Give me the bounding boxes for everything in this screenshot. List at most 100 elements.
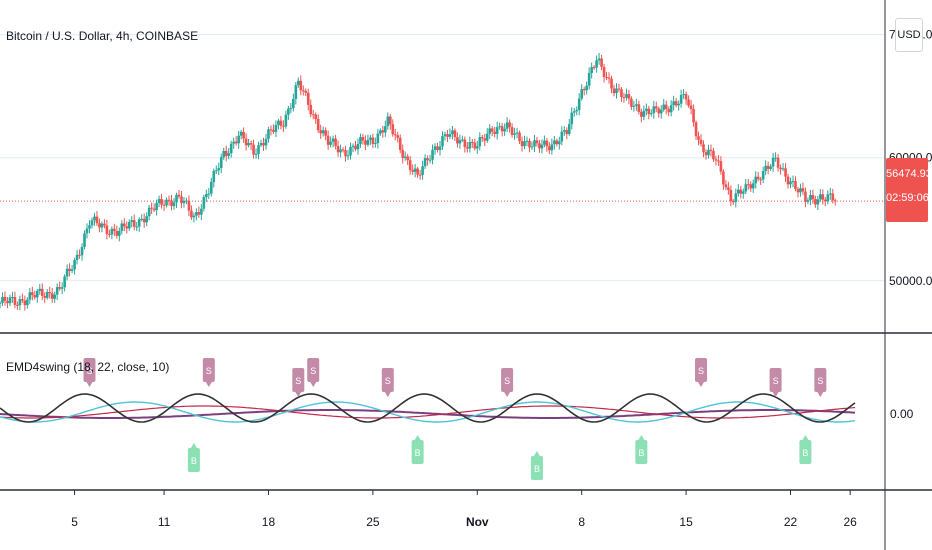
candle-body [93,216,96,221]
candle-body [702,144,705,153]
candle-body [732,201,735,203]
candle-body [630,98,633,107]
candle-body [364,140,367,145]
candle-body [503,128,506,132]
candle-body [142,218,146,223]
candle-body [485,133,489,141]
candle-body [100,223,104,228]
candle-body [351,145,355,147]
candle-body [50,293,54,299]
candles [0,53,837,311]
candle-body [562,130,566,132]
candle-body [615,88,618,94]
candle-body [272,129,275,132]
candle-body [214,170,218,172]
candle-body [697,136,700,140]
candle-body [55,287,59,295]
candle-body [344,150,347,157]
candle-body [388,116,392,125]
candle-body [737,189,740,194]
candle-body [219,157,223,169]
candle-body [652,106,656,114]
candle-body [518,132,521,142]
candle-body [242,131,245,139]
candle-body [21,299,24,301]
candle-body [779,167,782,170]
candle-body [209,181,213,194]
candle-body [43,296,47,298]
sell-marker-pointer [698,382,705,387]
candle-body [677,103,680,106]
candle-body [294,85,298,99]
candle-body [607,77,611,79]
buy-marker [799,440,812,464]
sell-marker-label: S [295,376,301,386]
sell-marker [307,358,320,382]
candle-body [515,132,519,134]
candle-body [448,134,452,137]
candle-body [319,130,322,134]
candle-body [60,287,64,289]
candle-body [282,125,285,127]
candle-body [35,290,39,298]
candle-body [38,288,42,291]
candle-body [175,194,178,203]
candle-body [637,104,641,112]
candle-body [473,142,477,149]
candle-body [729,189,733,202]
candle-body [416,168,419,175]
candle-body [334,138,337,146]
candle-body [376,133,380,144]
candle-body [75,254,79,261]
time-tick-label: 5 [71,515,78,529]
candle-body [289,108,293,110]
currency-button[interactable]: USD [895,18,923,52]
candle-body [232,141,235,144]
candle-body [207,193,211,195]
candle-body [197,212,201,215]
candle-body [118,230,121,236]
sell-marker-label: S [504,376,510,386]
candle-body [1,296,4,303]
candle-body [461,139,464,141]
candle-body [140,218,143,220]
candle-body [756,176,760,180]
candle-body [306,92,310,105]
candle-body [304,90,308,93]
candle-body [600,58,603,67]
candle-body [297,80,300,86]
indicator-line-purple [0,409,856,419]
candle-body [510,127,514,135]
candle-body [28,292,32,300]
candle-body [135,226,139,228]
sell-marker-pointer [772,392,779,397]
candle-body [426,158,429,161]
candle-body [642,110,646,117]
candle-body [68,268,71,271]
candle-body [704,152,708,156]
candle-body [398,137,402,150]
candle-body [384,126,387,133]
candle-body [789,181,792,185]
time-tick-label: 26 [843,515,857,529]
candle-body [612,88,616,94]
candle-body [456,137,459,144]
candle-body [316,119,320,131]
candle-body [108,233,111,235]
time-tick-label: 11 [158,515,171,529]
candle-body [284,114,288,127]
candle-body [147,207,151,217]
candle-body [533,140,536,147]
candle-body [162,204,166,206]
candle-body [406,156,409,161]
buy-marker-label: B [415,448,421,458]
buy-marker [187,448,200,472]
candle-body [816,199,820,205]
sell-marker [202,358,215,382]
candle-body [498,126,501,128]
candle-body [269,129,273,131]
candle-body [403,156,407,158]
sell-marker-pointer [310,382,317,387]
candle-body [570,112,574,125]
